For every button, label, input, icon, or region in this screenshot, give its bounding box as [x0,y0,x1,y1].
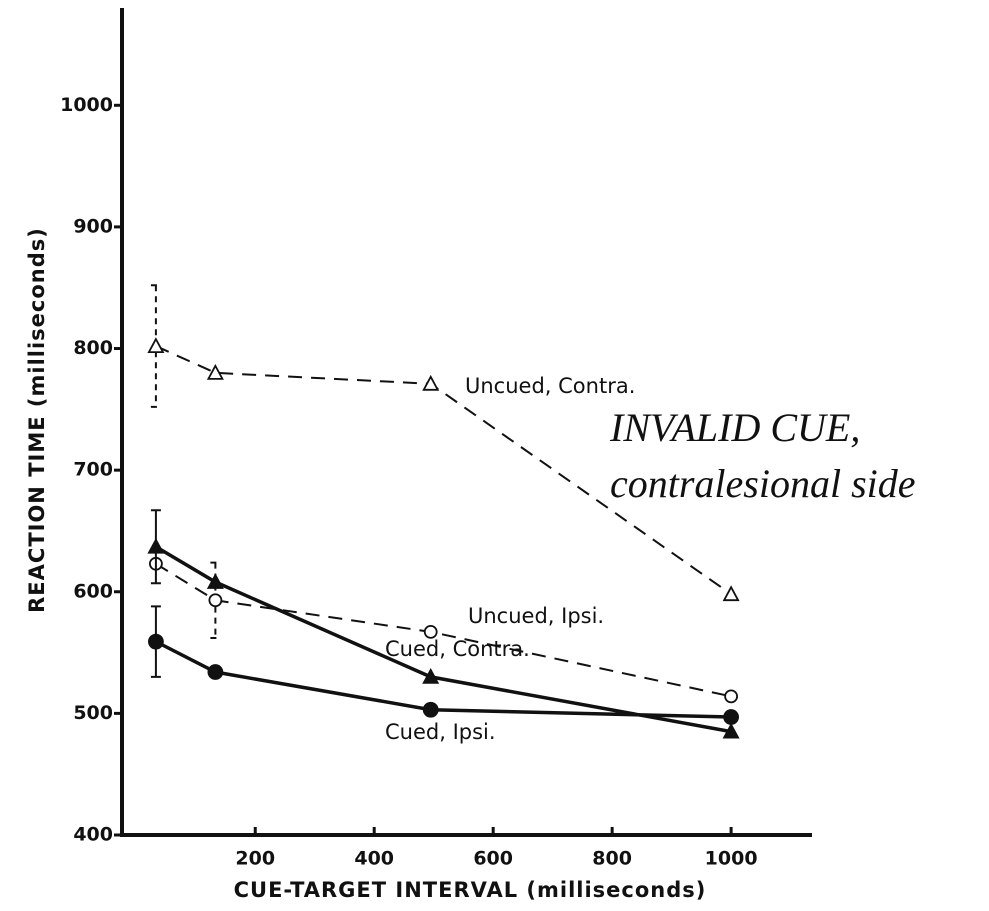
y-tick-label: 900 [73,215,113,237]
marker [147,337,165,353]
y-tick-label: 800 [73,337,113,359]
y-tick-label: 400 [73,824,113,846]
marker [148,633,164,650]
series-label: Cued, Ipsi. [385,720,496,744]
marker [206,363,224,380]
series-label: Cued, Contra. [385,637,530,661]
x-tick-label: 200 [235,848,275,870]
marker [723,709,740,725]
marker [422,374,440,391]
y-tick-label: 1000 [60,94,113,116]
marker [722,585,740,602]
marker [147,537,165,554]
series-line [155,345,732,596]
y-tick-label: 500 [73,702,113,724]
x-tick-label: 400 [354,848,394,870]
series-line [155,545,732,734]
x-tick-label: 800 [592,848,632,870]
annotation: contralesional side [610,461,916,506]
marker [208,593,223,608]
series-label: Uncued, Ipsi. [468,604,604,628]
marker [724,689,739,704]
series-line [155,640,732,719]
marker [722,722,740,739]
y-axis-label: REACTION TIME (milliseconds) [25,227,49,613]
marker [206,573,224,589]
y-tick-label: 600 [73,580,113,602]
marker [422,667,440,684]
series-line [155,562,732,698]
marker [207,664,224,680]
x-tick-label: 600 [473,848,513,870]
marker [422,701,439,718]
y-tick-label: 700 [73,459,113,481]
x-tick-label: 1000 [705,848,758,870]
annotation: INVALID CUE, [609,405,860,450]
x-axis-label: CUE-TARGET INTERVAL (milliseconds) [234,878,707,902]
series-label: Uncued, Contra. [465,374,635,398]
marker [423,624,438,639]
